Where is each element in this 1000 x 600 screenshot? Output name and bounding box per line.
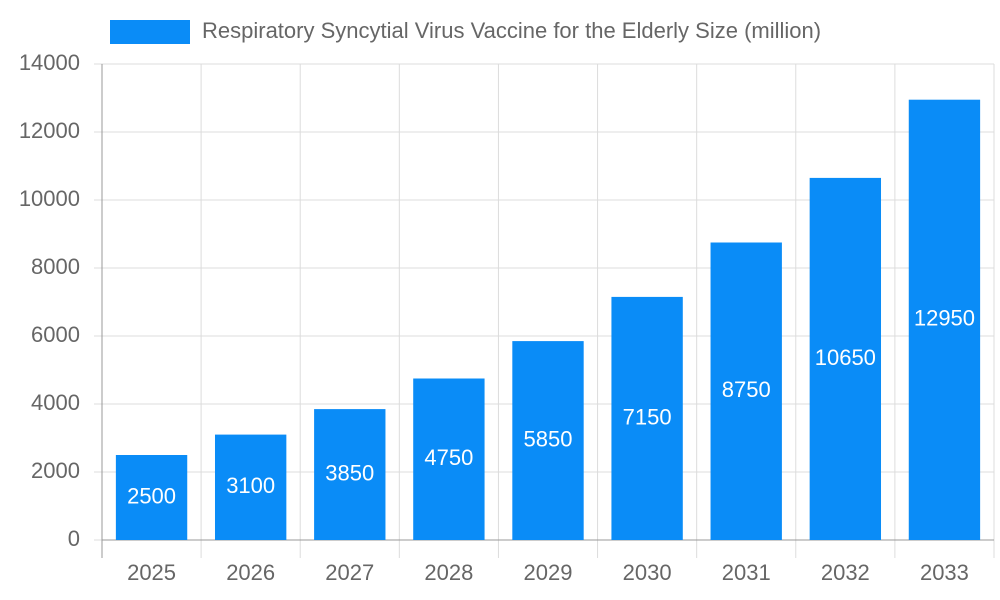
y-tick-label: 10000 <box>19 186 80 211</box>
bar <box>908 99 981 540</box>
y-tick-label: 8000 <box>31 254 80 279</box>
x-tick-label: 2025 <box>127 560 176 585</box>
bar <box>314 409 386 540</box>
x-tick-label: 2030 <box>623 560 672 585</box>
bar <box>214 434 287 540</box>
bar <box>611 296 683 540</box>
bar <box>809 177 882 540</box>
data-label: 2500 <box>127 483 176 508</box>
x-tick-label: 2026 <box>226 560 275 585</box>
data-label: 8750 <box>722 377 771 402</box>
y-tick-label: 4000 <box>31 390 80 415</box>
y-tick-label: 2000 <box>31 458 80 483</box>
x-tick-label: 2031 <box>722 560 771 585</box>
bar <box>710 242 782 540</box>
data-label: 7150 <box>623 404 672 429</box>
legend-swatch <box>110 20 190 44</box>
x-tick-label: 2029 <box>524 560 573 585</box>
legend-label: Respiratory Syncytial Virus Vaccine for … <box>202 18 821 43</box>
x-tick-label: 2027 <box>325 560 374 585</box>
data-label: 10650 <box>815 345 876 370</box>
data-label: 5850 <box>524 426 573 451</box>
data-label: 3850 <box>325 460 374 485</box>
data-label: 4750 <box>424 445 473 470</box>
data-label: 3100 <box>226 473 275 498</box>
y-tick-label: 14000 <box>19 50 80 75</box>
y-tick-label: 6000 <box>31 322 80 347</box>
y-tick-label: 12000 <box>19 118 80 143</box>
x-tick-label: 2033 <box>920 560 969 585</box>
bar <box>115 455 188 540</box>
bar <box>413 378 485 540</box>
y-tick-label: 0 <box>68 526 80 551</box>
x-tick-label: 2028 <box>424 560 473 585</box>
bar <box>512 341 584 540</box>
data-label: 12950 <box>914 306 975 331</box>
x-tick-label: 2032 <box>821 560 870 585</box>
